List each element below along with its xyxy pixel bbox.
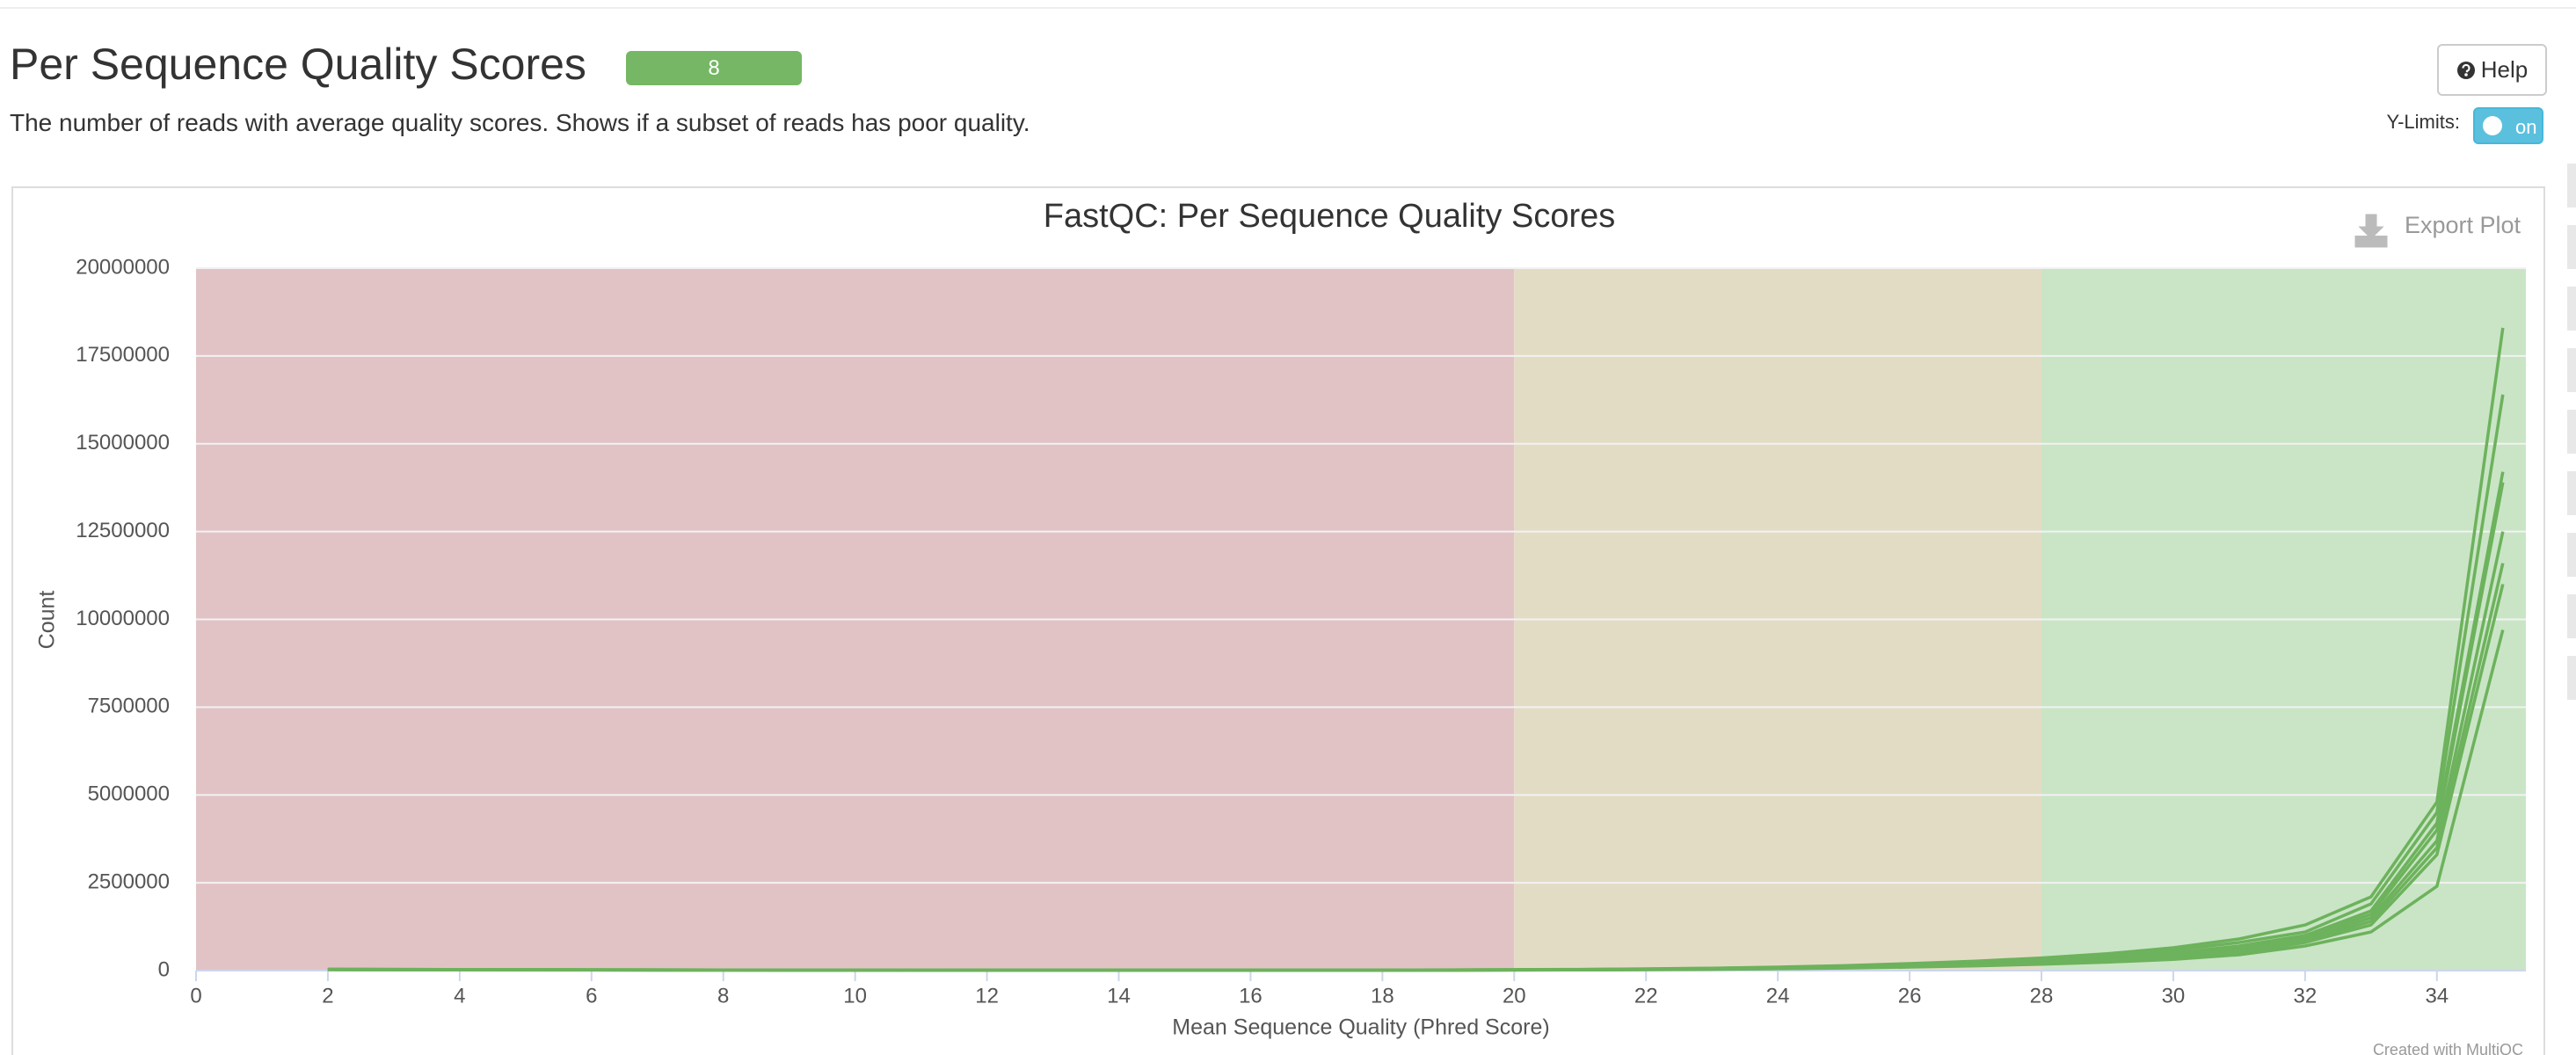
side-tab (2567, 533, 2576, 577)
y-tick-label: 17500000 (76, 343, 170, 367)
side-tab (2567, 287, 2576, 331)
y-tick-label: 5000000 (88, 782, 170, 806)
export-icon (2354, 214, 2388, 248)
side-tab (2567, 225, 2576, 269)
x-tick-label: 30 (2162, 984, 2186, 1008)
side-tab (2567, 164, 2576, 207)
y-tick-label: 2500000 (88, 869, 170, 893)
divider (0, 7, 2576, 9)
x-tick-label: 26 (1898, 984, 1922, 1008)
side-tab (2567, 348, 2576, 392)
x-tick-label: 32 (2294, 984, 2318, 1008)
x-tick-label: 16 (1239, 984, 1263, 1008)
export-button[interactable]: Export Plot (2354, 212, 2521, 248)
credit: Created with MultiQC (2373, 1041, 2523, 1055)
y-tick-label: 15000000 (76, 431, 170, 455)
side-tab (2567, 410, 2576, 454)
side-tab (2567, 471, 2576, 515)
x-tick-label: 12 (975, 984, 999, 1008)
x-tick-label: 18 (1371, 984, 1394, 1008)
x-tick-label: 0 (190, 984, 201, 1008)
x-tick-label: 28 (2030, 984, 2054, 1008)
ylimits-label: Y-Limits: (2386, 111, 2460, 133)
x-tick-label: 8 (717, 984, 729, 1008)
export-label: Export Plot (2405, 212, 2521, 238)
side-tab (2567, 594, 2576, 638)
x-tick-label: 24 (1766, 984, 1790, 1008)
y-tick-label: 12500000 (76, 519, 170, 542)
x-tick-label: 2 (322, 984, 333, 1008)
chart-panel (11, 186, 2545, 1055)
side-tab (2567, 656, 2576, 700)
y-tick-label: 7500000 (88, 695, 170, 718)
help-icon (2456, 61, 2475, 79)
plot-area (196, 267, 2526, 971)
x-tick-label: 14 (1107, 984, 1131, 1008)
x-tick-label: 20 (1503, 984, 1526, 1008)
x-tick-label: 34 (2425, 984, 2449, 1008)
y-tick-label: 10000000 (76, 607, 170, 630)
help-button[interactable]: Help (2437, 44, 2547, 96)
x-tick-label: 10 (843, 984, 867, 1008)
y-tick-label: 20000000 (76, 255, 170, 279)
toggle-label: on (2515, 116, 2537, 138)
status-badge[interactable]: 8 (626, 51, 802, 85)
section-title: Per Sequence Quality Scores (10, 40, 586, 89)
help-label: Help (2480, 56, 2529, 83)
x-tick-label: 22 (1634, 984, 1658, 1008)
ylimits-toggle[interactable]: on (2473, 107, 2543, 144)
description: The number of reads with average quality… (10, 109, 1030, 136)
series-line (327, 584, 2505, 972)
y-axis-label: Count (35, 591, 60, 650)
chart-title: FastQC: Per Sequence Quality Scores (1044, 198, 1616, 235)
x-tick-label: 6 (586, 984, 597, 1008)
y-tick-label: 0 (158, 957, 170, 981)
x-axis-label: Mean Sequence Quality (Phred Score) (1172, 1015, 1549, 1040)
x-tick-label: 4 (454, 984, 465, 1008)
